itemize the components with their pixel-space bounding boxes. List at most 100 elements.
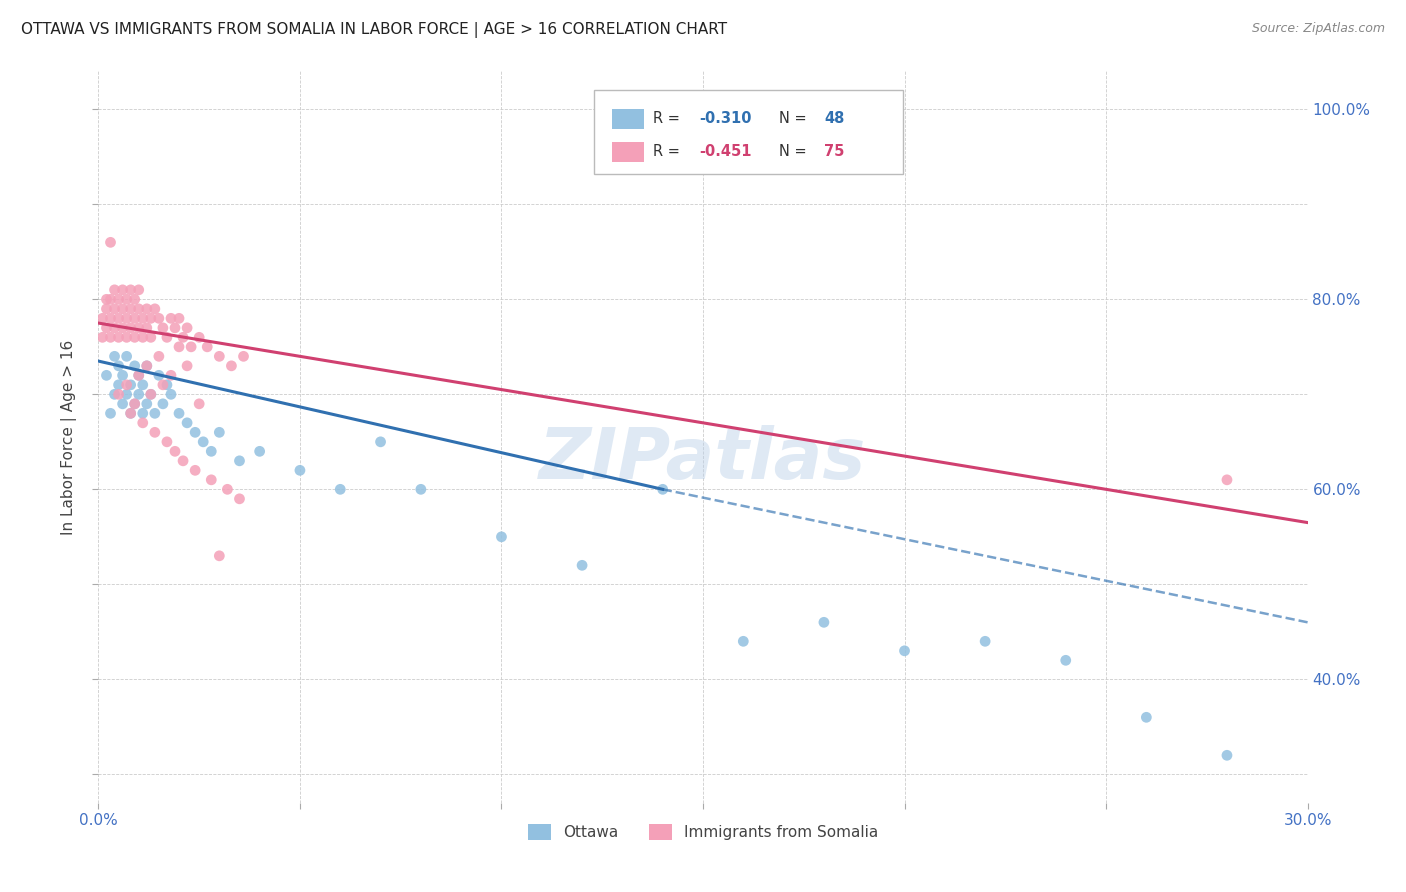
Point (111, 321, 134, 335)
Point (143, 406, 166, 420)
Text: ZIPatlas: ZIPatlas (540, 425, 866, 493)
Point (143, 301, 166, 316)
Point (111, 368, 134, 383)
Point (135, 397, 157, 411)
Point (103, 349, 125, 363)
Point (208, 425, 231, 440)
Point (208, 349, 231, 363)
Point (107, 293, 129, 307)
Point (143, 425, 166, 440)
Point (124, 330, 146, 344)
Point (120, 406, 142, 420)
Point (91, 330, 114, 344)
Point (107, 311, 129, 326)
Point (148, 311, 170, 326)
Point (132, 377, 155, 392)
Point (135, 301, 157, 316)
Point (139, 330, 162, 344)
Point (249, 444, 271, 458)
Point (152, 397, 174, 411)
Point (160, 311, 183, 326)
Text: OTTAWA VS IMMIGRANTS FROM SOMALIA IN LABOR FORCE | AGE > 16 CORRELATION CHART: OTTAWA VS IMMIGRANTS FROM SOMALIA IN LAB… (21, 22, 727, 38)
Point (115, 377, 138, 392)
Point (107, 377, 129, 392)
Point (128, 301, 150, 316)
Point (128, 387, 150, 401)
Point (651, 483, 673, 497)
Point (115, 349, 138, 363)
Point (139, 311, 162, 326)
Point (163, 444, 186, 458)
Point (107, 330, 129, 344)
Point (409, 483, 432, 497)
Point (128, 321, 150, 335)
Point (120, 406, 142, 420)
Point (100, 330, 122, 344)
Point (120, 321, 142, 335)
Point (221, 359, 243, 373)
Point (329, 483, 352, 497)
Point (115, 387, 138, 401)
Point (1054, 653, 1077, 667)
Text: N =: N = (779, 112, 811, 127)
Point (228, 454, 250, 468)
Point (370, 434, 392, 449)
Point (111, 397, 134, 411)
Point (107, 387, 129, 401)
Point (172, 454, 194, 468)
Point (974, 634, 997, 648)
Point (124, 359, 146, 373)
Point (103, 301, 125, 316)
Point (176, 359, 198, 373)
Point (120, 283, 142, 297)
Point (188, 397, 211, 411)
Point (135, 359, 157, 373)
Point (132, 311, 155, 326)
Point (180, 340, 202, 354)
Point (132, 416, 155, 430)
Point (135, 321, 157, 335)
Point (124, 397, 146, 411)
Point (813, 615, 835, 630)
Point (288, 463, 311, 477)
Point (163, 321, 186, 335)
Point (120, 377, 142, 392)
Point (217, 483, 239, 497)
Text: -0.451: -0.451 (699, 145, 752, 160)
Point (135, 359, 157, 373)
Point (1135, 710, 1157, 724)
Point (208, 549, 231, 563)
Point (96, 368, 118, 383)
Point (107, 359, 129, 373)
Y-axis label: In Labor Force | Age > 16: In Labor Force | Age > 16 (60, 340, 77, 534)
Point (167, 406, 190, 420)
Point (103, 283, 125, 297)
Text: R =: R = (654, 112, 685, 127)
Point (100, 406, 122, 420)
Point (491, 530, 513, 544)
Point (176, 321, 198, 335)
Point (120, 301, 142, 316)
Point (733, 634, 755, 648)
Point (156, 330, 179, 344)
Point (156, 377, 179, 392)
Point (128, 283, 150, 297)
Point (184, 425, 207, 440)
Point (167, 311, 190, 326)
Point (571, 558, 593, 573)
Point (148, 368, 170, 383)
Point (111, 301, 134, 316)
Text: 75: 75 (824, 145, 844, 160)
Text: 48: 48 (824, 112, 844, 127)
Point (115, 311, 138, 326)
Point (156, 434, 179, 449)
FancyBboxPatch shape (595, 90, 903, 174)
Point (232, 349, 254, 363)
Point (152, 377, 174, 392)
Point (91, 311, 114, 326)
Text: R =: R = (654, 145, 685, 160)
Legend: Ottawa, Immigrants from Somalia: Ottawa, Immigrants from Somalia (522, 818, 884, 847)
Point (115, 330, 138, 344)
Point (893, 644, 915, 658)
Point (115, 293, 138, 307)
